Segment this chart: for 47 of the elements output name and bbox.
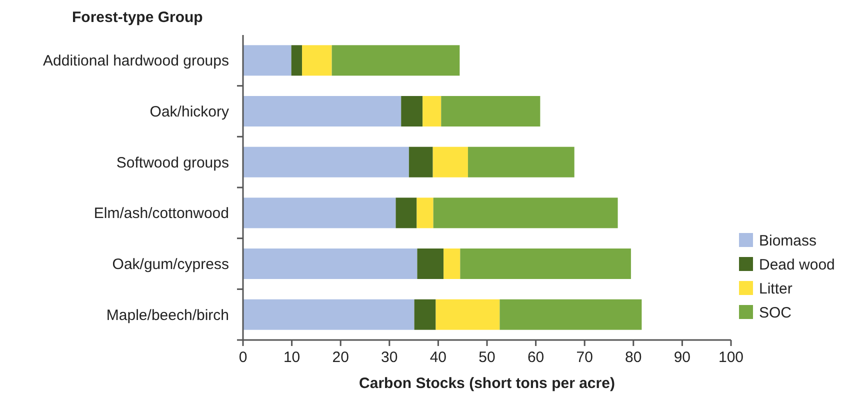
bar: [417, 248, 444, 279]
x-tick-label: 10: [283, 349, 300, 366]
bar: [332, 45, 460, 76]
bar: [414, 299, 436, 330]
bar: [416, 198, 434, 228]
legend-label: Litter: [759, 280, 792, 298]
x-axis-title: Carbon Stocks (short tons per acre): [359, 375, 615, 392]
legend-label: Dead wood: [759, 256, 835, 274]
bar: [396, 198, 417, 228]
bar: [243, 299, 414, 330]
x-tick-label: 40: [430, 349, 447, 366]
bar: [460, 248, 631, 279]
y-tick-label: Oak/gum/cypress: [112, 256, 229, 273]
legend-label: Biomass: [759, 232, 817, 250]
bar: [422, 96, 442, 126]
bar: [243, 146, 409, 178]
bar: [243, 45, 292, 76]
x-tick-label: 30: [381, 349, 398, 366]
bar: [468, 146, 574, 178]
bar: [408, 146, 433, 178]
x-tick-label: 70: [576, 349, 593, 366]
y-tick-label: Additional hardwood groups: [43, 52, 229, 70]
x-tick-label: 50: [478, 349, 496, 366]
bar: [243, 198, 396, 228]
x-tick-label: 0: [238, 349, 248, 366]
x-tick-label: 60: [527, 349, 544, 366]
bar: [436, 299, 500, 330]
bar: [302, 45, 332, 76]
bar: [432, 146, 468, 178]
bar: [433, 198, 618, 228]
x-tick-label: 100: [718, 349, 744, 366]
y-tick-label: Softwood groups: [116, 154, 229, 172]
bar: [243, 248, 418, 279]
legend-label: SOC: [759, 304, 792, 322]
x-tick-label: 80: [625, 349, 642, 366]
x-tick-label: 20: [332, 349, 349, 366]
bar: [243, 96, 402, 126]
bar: [441, 96, 540, 126]
bar: [291, 45, 302, 76]
y-tick-label: Elm/ash/cottonwood: [94, 205, 229, 222]
bar: [500, 299, 642, 330]
x-tick-label: 90: [674, 349, 691, 366]
bar: [444, 248, 460, 279]
y-axis-title: Forest-type Group: [72, 9, 203, 26]
bar: [401, 96, 423, 126]
y-tick-label: Maple/beech/birch: [106, 306, 229, 324]
y-tick-label: Oak/hickory: [150, 104, 230, 120]
